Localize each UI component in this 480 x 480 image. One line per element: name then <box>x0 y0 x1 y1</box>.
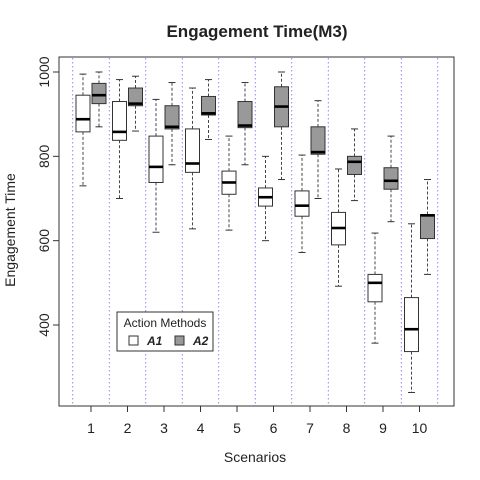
box-a2-scenario-7 <box>310 126 326 155</box>
box-a1-scenario-3 <box>148 135 164 183</box>
legend: Action Methods A1 A2 <box>116 311 214 352</box>
box-a1-scenario-10 <box>404 297 419 353</box>
x-axis-label: Scenarios <box>224 449 286 465</box>
y-tick-label: 600 <box>36 229 52 253</box>
box-a1-scenario-4 <box>185 128 200 173</box>
x-tick-label: 2 <box>124 420 132 436</box>
legend-swatch-a1 <box>128 335 139 346</box>
box-a2-scenario-4 <box>201 95 216 116</box>
x-tick-label: 5 <box>233 420 241 436</box>
chart-title: Engagement Time(M3) <box>166 22 347 41</box>
box-a2-scenario-5 <box>237 101 253 129</box>
x-tick-label: 6 <box>270 420 278 436</box>
x-tick-label: 10 <box>412 420 428 436</box>
box-a2-scenario-9 <box>383 167 399 190</box>
legend-label-a2: A2 <box>192 334 209 348</box>
x-tick-label: 8 <box>343 420 351 436</box>
y-axis-label: Engagement Time <box>2 173 18 287</box>
x-tick-label: 9 <box>379 420 387 436</box>
plot-area: 400 600 800 1000 1 2 3 4 5 6 7 8 9 10 <box>36 56 455 436</box>
y-tick-label: 400 <box>36 313 52 337</box>
box-a1-scenario-7 <box>294 190 310 217</box>
plot-frame <box>58 56 455 407</box>
y-tick-label: 800 <box>36 144 52 168</box>
x-tick-label: 3 <box>160 420 168 436</box>
box-a1-scenario-9 <box>367 273 383 303</box>
box-a2-scenario-1 <box>91 82 107 105</box>
x-tick-label: 4 <box>197 420 205 436</box>
legend-swatch-a2 <box>174 335 185 346</box>
legend-title: Action Methods <box>124 316 207 330</box>
box-a2-scenario-10 <box>420 214 435 240</box>
y-tick-label: 1000 <box>36 56 52 87</box>
x-tick-label: 7 <box>306 420 314 436</box>
box-a2-scenario-3 <box>164 105 180 130</box>
box-a2-scenario-8 <box>347 155 362 175</box>
legend-label-a1: A1 <box>146 334 163 348</box>
x-tick-label: 1 <box>87 420 95 436</box>
box-a2-scenario-2 <box>128 87 143 107</box>
box-a1-scenario-2 <box>112 101 127 141</box>
box-a1-scenario-1 <box>75 94 91 133</box>
